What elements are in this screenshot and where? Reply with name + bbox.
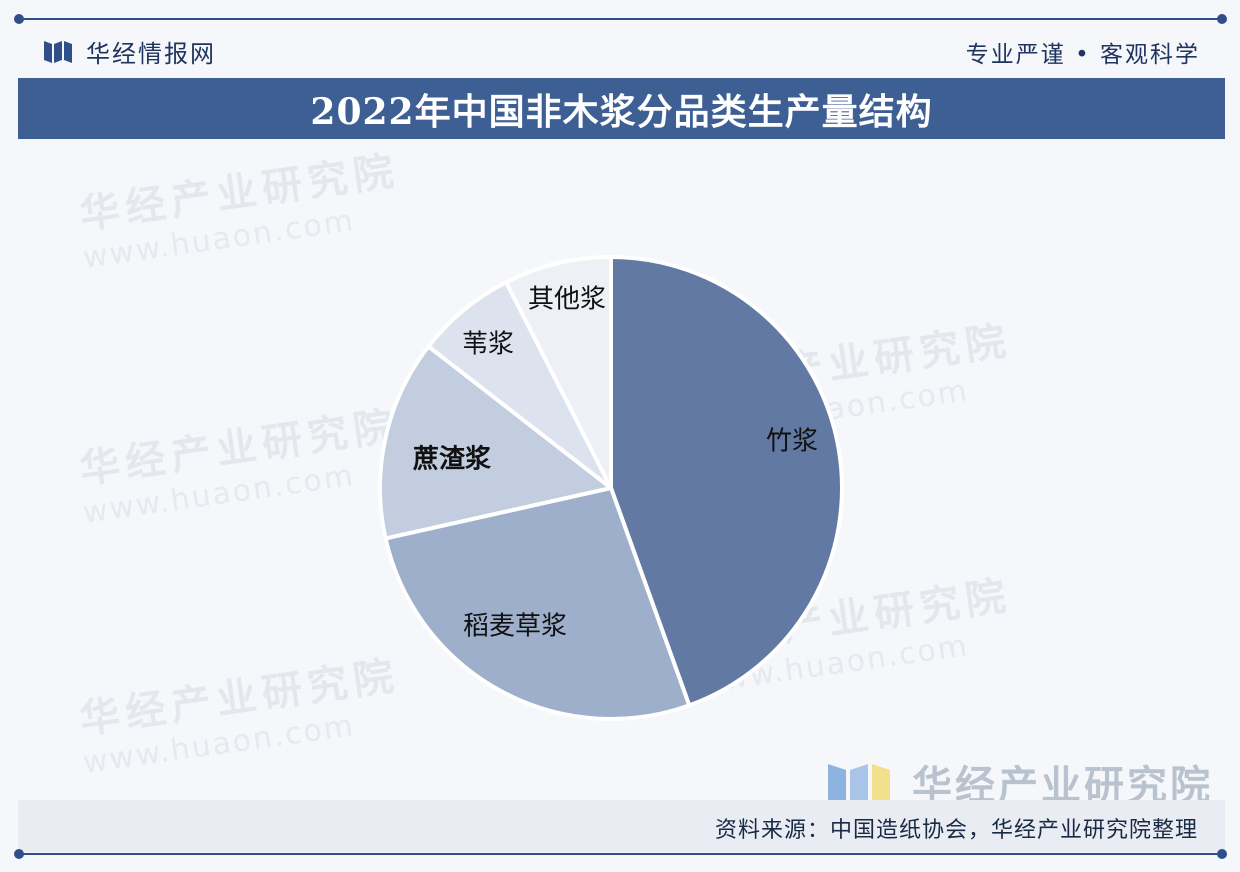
brand-name: 华经情报网 <box>86 40 216 68</box>
footer-band <box>18 800 1225 852</box>
top-right-dot <box>1217 14 1227 24</box>
slice-label: 竹浆 <box>766 427 818 457</box>
slice-label: 稻麦草浆 <box>463 612 567 642</box>
pie-slice <box>383 486 692 721</box>
pie-slice <box>609 255 844 708</box>
header: 华经情报网 专业严谨 • 客观科学 <box>18 24 1222 76</box>
slice-label: 其他浆 <box>528 285 606 315</box>
top-left-dot <box>14 14 24 24</box>
brand: 华经情报网 <box>44 34 216 69</box>
top-rule <box>18 18 1222 20</box>
slice-label: 蔗渣浆 <box>413 444 492 475</box>
bottom-left-dot <box>14 849 24 859</box>
bottom-rule <box>18 853 1222 855</box>
pie-slice <box>378 344 613 541</box>
bottom-right-dot <box>1217 849 1227 859</box>
data-source: 资料来源：中国造纸协会，华经产业研究院整理 <box>714 818 1198 843</box>
chart-title: 2022年中国非木浆分品类生产量结构 <box>310 90 933 133</box>
slice-label: 苇浆 <box>462 330 514 360</box>
huajing-logo-icon <box>44 40 72 63</box>
title-bar: 2022年中国非木浆分品类生产量结构 <box>18 78 1225 139</box>
pie-slice <box>504 255 613 490</box>
tagline: 专业严谨 • 客观科学 <box>965 42 1200 68</box>
